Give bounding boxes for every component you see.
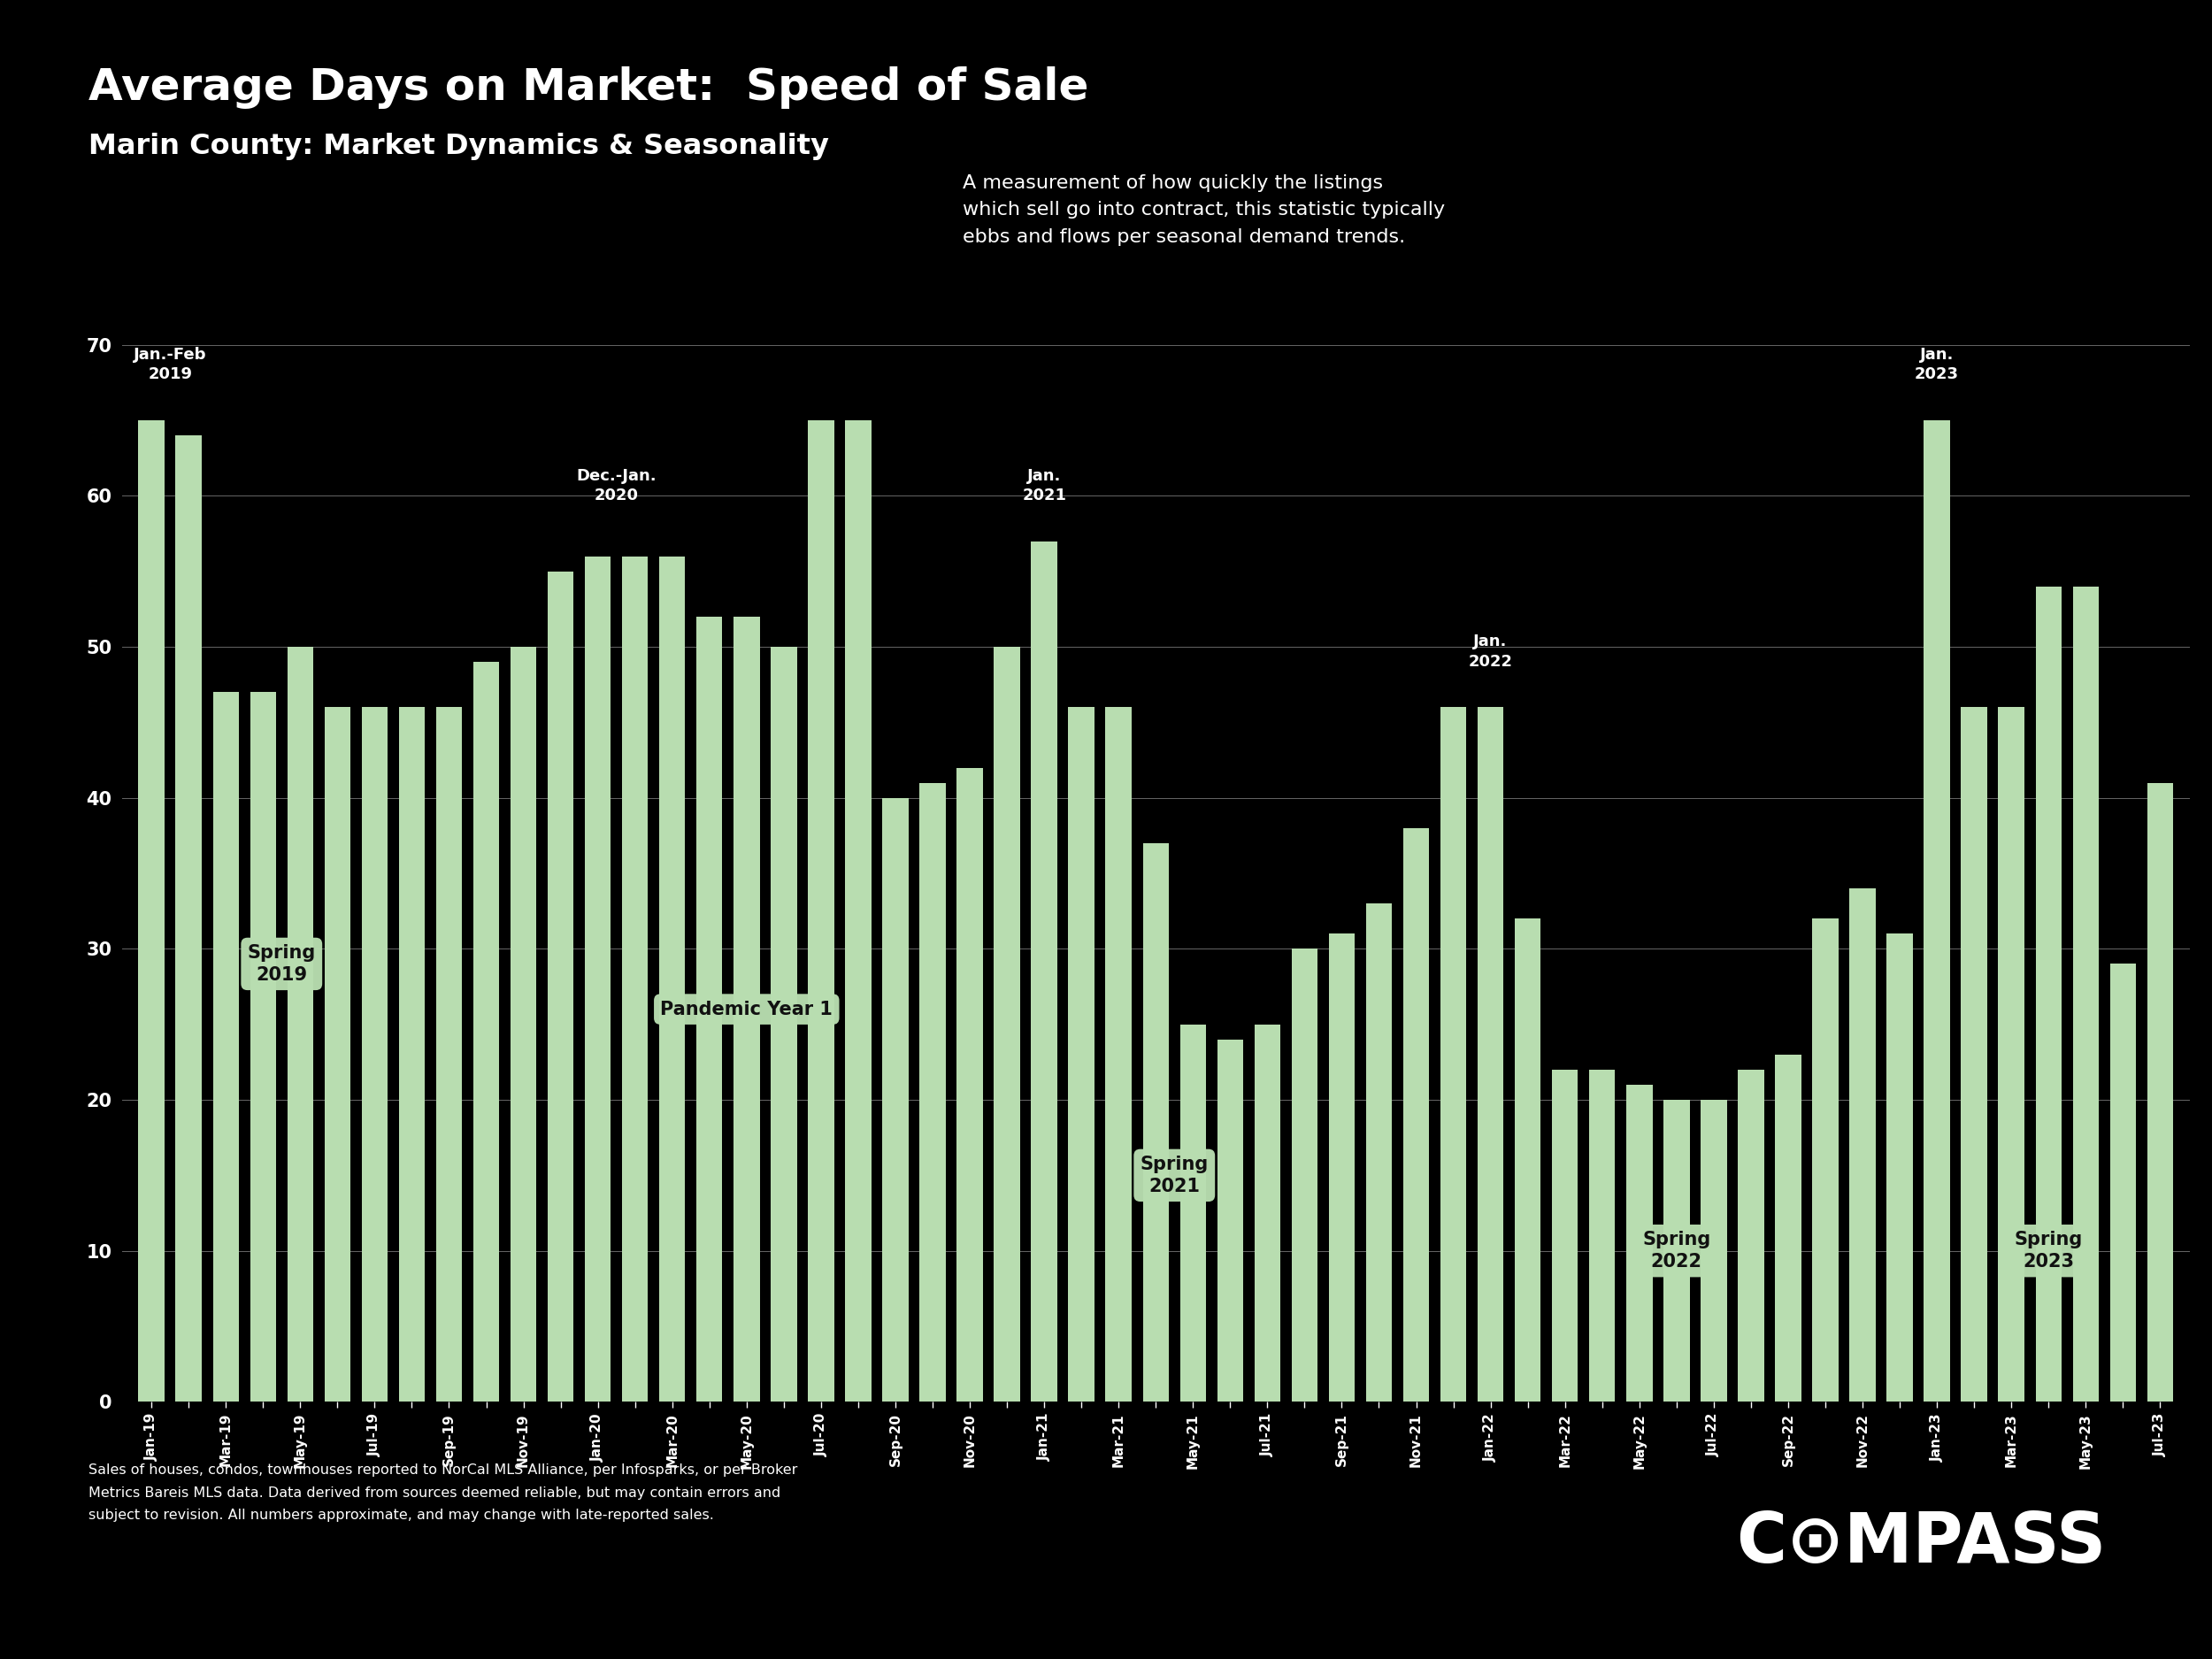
Bar xyxy=(734,617,759,1402)
Text: Sales of houses, condos, townhouses reported to NorCal MLS Alliance, per Infospa: Sales of houses, condos, townhouses repo… xyxy=(88,1463,799,1523)
Bar xyxy=(2110,964,2137,1402)
Bar xyxy=(1515,919,1542,1402)
Bar xyxy=(1812,919,1838,1402)
Bar xyxy=(883,798,909,1402)
Bar xyxy=(1031,541,1057,1402)
Text: Pandemic Year 1: Pandemic Year 1 xyxy=(661,1000,832,1019)
Text: Jan.
2022: Jan. 2022 xyxy=(1469,634,1513,670)
Bar xyxy=(250,692,276,1402)
Text: Jan.
2021: Jan. 2021 xyxy=(1022,468,1066,503)
Bar xyxy=(212,692,239,1402)
Bar xyxy=(2073,586,2099,1402)
Bar xyxy=(1962,707,1986,1402)
Bar xyxy=(398,707,425,1402)
Bar xyxy=(473,662,500,1402)
Bar xyxy=(920,783,945,1402)
Text: C⊙MPASS: C⊙MPASS xyxy=(1736,1510,2106,1576)
Bar xyxy=(1106,707,1133,1402)
Bar xyxy=(1068,707,1095,1402)
Text: Jan.
2023: Jan. 2023 xyxy=(1916,347,1960,383)
Bar xyxy=(1774,1055,1801,1402)
Text: Spring
2023: Spring 2023 xyxy=(2015,1231,2084,1271)
Bar xyxy=(361,707,387,1402)
Bar xyxy=(1887,934,1913,1402)
Bar xyxy=(288,647,314,1402)
Bar xyxy=(1440,707,1467,1402)
Text: Average Days on Market:  Speed of Sale: Average Days on Market: Speed of Sale xyxy=(88,66,1088,109)
Bar xyxy=(325,707,349,1402)
Bar xyxy=(1553,1070,1577,1402)
Text: Spring
2021: Spring 2021 xyxy=(1139,1156,1208,1194)
Bar xyxy=(175,435,201,1402)
Bar xyxy=(2148,783,2172,1402)
Bar xyxy=(511,647,538,1402)
Bar xyxy=(584,556,611,1402)
Bar xyxy=(622,556,648,1402)
Bar xyxy=(993,647,1020,1402)
Bar xyxy=(1292,949,1318,1402)
Text: Spring
2022: Spring 2022 xyxy=(1641,1231,1710,1271)
Bar xyxy=(1997,707,2024,1402)
Bar xyxy=(1588,1070,1615,1402)
Text: Spring
2019: Spring 2019 xyxy=(248,944,316,984)
Bar xyxy=(845,420,872,1402)
Bar xyxy=(1849,889,1876,1402)
Bar xyxy=(1402,828,1429,1402)
Bar xyxy=(659,556,686,1402)
Bar xyxy=(1701,1100,1728,1402)
Bar xyxy=(139,420,164,1402)
Bar xyxy=(807,420,834,1402)
Bar xyxy=(1663,1100,1690,1402)
Bar xyxy=(1626,1085,1652,1402)
Bar xyxy=(2035,586,2062,1402)
Bar xyxy=(1739,1070,1763,1402)
Bar xyxy=(1144,843,1168,1402)
Bar xyxy=(549,571,573,1402)
Bar xyxy=(1367,904,1391,1402)
Text: A measurement of how quickly the listings
which sell go into contract, this stat: A measurement of how quickly the listing… xyxy=(962,174,1444,246)
Bar xyxy=(958,768,982,1402)
Bar xyxy=(1217,1040,1243,1402)
Bar xyxy=(770,647,796,1402)
Bar xyxy=(1478,707,1504,1402)
Bar xyxy=(436,707,462,1402)
Text: Jan.-Feb
2019: Jan.-Feb 2019 xyxy=(133,347,206,383)
Bar xyxy=(1924,420,1951,1402)
Bar xyxy=(1254,1024,1281,1402)
Text: Marin County: Market Dynamics & Seasonality: Marin County: Market Dynamics & Seasonal… xyxy=(88,133,830,161)
Bar xyxy=(1329,934,1354,1402)
Bar xyxy=(1179,1024,1206,1402)
Bar xyxy=(697,617,723,1402)
Text: Dec.-Jan.
2020: Dec.-Jan. 2020 xyxy=(577,468,657,503)
